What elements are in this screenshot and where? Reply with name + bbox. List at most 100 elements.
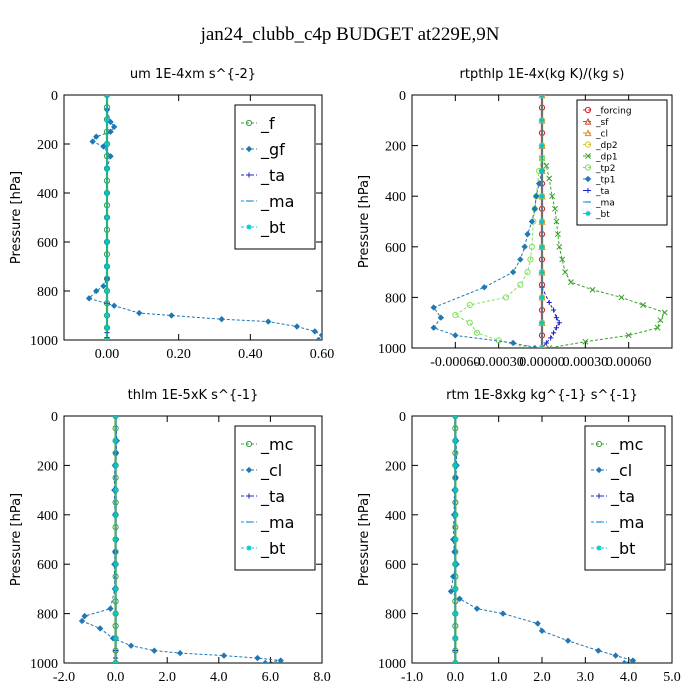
data-point	[430, 304, 437, 311]
data-point	[176, 649, 184, 657]
legend-label: _tp2	[595, 164, 615, 174]
data-point	[543, 340, 549, 346]
legend-marker	[584, 117, 592, 125]
data-point	[473, 329, 481, 336]
legend-item: _bt	[591, 539, 635, 559]
legend-item: _ta	[591, 487, 635, 507]
y-tick-label: 400	[385, 509, 406, 524]
data-point	[612, 652, 619, 659]
data-point	[113, 611, 119, 617]
x-tick-label: 2.0	[158, 670, 176, 685]
legend-item: _ta	[583, 187, 610, 197]
data-point	[293, 323, 301, 330]
data-point	[556, 320, 562, 326]
plot-area	[78, 416, 284, 663]
data-point	[524, 230, 531, 238]
data-point	[452, 536, 458, 543]
series-line	[541, 272, 560, 348]
data-point	[539, 294, 545, 300]
data-point	[538, 627, 546, 635]
legend-marker	[246, 224, 252, 230]
series-bt	[104, 95, 110, 340]
data-point	[452, 611, 458, 617]
legend-label: _dp2	[595, 141, 618, 151]
data-point	[113, 487, 119, 493]
legend: _mc _cl _ta _ma _bt	[584, 425, 666, 571]
series-line	[454, 158, 543, 348]
data-point	[104, 214, 110, 221]
y-tick-label: 400	[37, 187, 58, 202]
legend-marker	[595, 440, 603, 448]
data-point	[534, 620, 541, 627]
data-point	[113, 586, 119, 592]
data-point	[113, 536, 119, 543]
data-point	[524, 269, 531, 276]
legend-label: _mc	[610, 435, 643, 455]
data-point	[539, 244, 545, 250]
y-axis-label: Pressure [hPa]	[9, 493, 24, 586]
data-point	[629, 657, 637, 663]
y-tick-label: 800	[37, 285, 58, 300]
data-point	[311, 328, 318, 335]
y-tick-label: 0	[399, 410, 406, 425]
series-line	[541, 158, 666, 348]
data-point	[550, 330, 557, 336]
y-tick-label: 1000	[378, 657, 406, 672]
data-point	[517, 256, 524, 263]
data-point	[562, 269, 569, 276]
y-tick-label: 800	[385, 608, 406, 623]
data-point	[104, 165, 110, 172]
data-point	[113, 561, 119, 567]
data-point	[625, 332, 632, 339]
data-point	[481, 284, 488, 291]
legend-item: _bt	[241, 218, 285, 238]
legend-marker	[584, 164, 592, 171]
legend-marker	[595, 466, 603, 474]
legend-label: _ta	[610, 487, 635, 507]
data-point	[452, 512, 458, 518]
data-point	[466, 301, 473, 309]
legend: _forcing_sf _cl_dp2 _dp1_tp2 _tp1_ta _ma_bt	[576, 99, 668, 226]
data-point	[78, 617, 86, 625]
data-point	[621, 659, 628, 663]
data-point	[262, 659, 269, 663]
data-point	[531, 344, 538, 348]
plot-area	[430, 95, 668, 348]
legend-marker	[596, 493, 602, 499]
data-point	[104, 325, 110, 331]
data-point	[100, 282, 107, 290]
x-tick-label: 0.40	[238, 347, 263, 362]
legend-marker	[245, 466, 253, 474]
data-point	[96, 625, 104, 632]
data-point	[499, 610, 507, 617]
data-point	[277, 657, 284, 663]
legend-item: _bt	[583, 210, 610, 220]
legend-item: _ta	[241, 487, 285, 507]
data-point	[112, 449, 120, 457]
legend-item: _ma	[583, 199, 615, 209]
data-point	[104, 141, 110, 147]
x-tick-label: 3.0	[577, 670, 595, 685]
legend-marker	[584, 141, 592, 148]
panel-title: thlm 1E-5xK s^{-1}	[128, 388, 259, 403]
x-tick-label: -1.0	[401, 670, 423, 685]
data-point	[111, 302, 118, 309]
data-point	[113, 438, 119, 444]
data-point	[89, 138, 96, 145]
legend-marker	[596, 545, 602, 551]
data-point	[539, 168, 545, 174]
data-point	[318, 331, 322, 339]
data-point	[452, 487, 458, 493]
data-point	[553, 315, 560, 321]
data-point	[113, 512, 119, 518]
data-point	[582, 338, 589, 345]
data-point	[113, 416, 119, 419]
y-tick-label: 200	[385, 140, 406, 155]
chart-panel-2: rtpthlp 1E-4x(kg K)/(kg s) Pressure [hPa]…	[357, 67, 673, 370]
data-point	[447, 588, 455, 595]
figure-title: jan24_clubb_c4p BUDGET at229E,9N	[200, 24, 500, 45]
legend-label: _bt	[260, 218, 285, 238]
legend-label: _ma	[260, 192, 294, 212]
legend-box	[576, 99, 668, 226]
